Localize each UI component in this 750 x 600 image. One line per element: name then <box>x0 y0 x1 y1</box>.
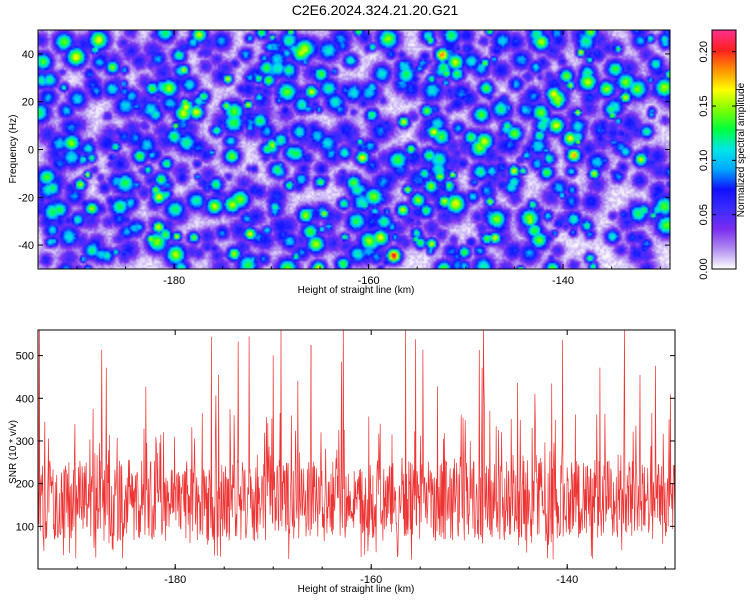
heatmap-axes: -180 -160 -140 -40 -20 0 20 40 <box>18 30 670 287</box>
snr-line-segment <box>583 330 675 559</box>
heatmap-ytick-label: 0 <box>28 145 34 157</box>
snr-xlabel: Height of straight line (km) <box>298 584 415 595</box>
heatmap-xtick-label: -180 <box>163 275 185 287</box>
snr-panel: -180 -160 -140 100 200 300 400 500 Height of st… <box>8 329 676 595</box>
heatmap-ytick-label: 40 <box>22 49 34 61</box>
heatmap-xtick-label: -140 <box>552 275 574 287</box>
colorbar-tick-label: 0.20 <box>698 41 710 62</box>
heatmap-ytick-label: -20 <box>18 192 34 204</box>
figure-title: C2E6.2024.324.21.20.G21 <box>291 2 459 18</box>
snr-series <box>38 330 675 560</box>
snr-ytick-label: 300 <box>16 436 34 448</box>
snr-line-segment <box>128 336 221 556</box>
heatmap-panel: -180 -160 -140 -40 -20 0 20 40 Height of straig… <box>8 29 671 296</box>
snr-ylabel: SNR (10 * v/v) <box>8 420 19 484</box>
heatmap-ylabel: Frequency (Hz) <box>8 115 19 184</box>
colorbar-tick-label: 0.00 <box>698 258 710 279</box>
heatmap-xtick-label: -160 <box>358 275 380 287</box>
colorbar-tick-label: 0.15 <box>698 95 710 116</box>
snr-ytick-label: 400 <box>16 393 34 405</box>
colorbar-frame <box>711 29 737 270</box>
snr-xtick-label: -160 <box>360 574 382 586</box>
snr-frame <box>37 329 676 570</box>
colorbar-gradient <box>712 30 736 269</box>
heatmap-image <box>38 30 670 269</box>
snr-line-segment <box>492 339 585 560</box>
snr-ytick-label: 200 <box>16 479 34 491</box>
colorbar-tick-label: 0.05 <box>698 204 710 225</box>
snr-line-segment <box>401 330 494 560</box>
colorbar-tick-label: 0.10 <box>698 150 710 171</box>
snr-xtick-label: -180 <box>164 574 186 586</box>
snr-ytick-label: 100 <box>16 521 34 533</box>
colorbar: 0.00 0.05 0.10 0.15 0.20 Normalized spectral… <box>698 29 747 280</box>
snr-line-segment <box>38 330 130 559</box>
snr-line-segment <box>310 330 403 558</box>
heatmap-ytick-label: 20 <box>22 97 34 109</box>
snr-ytick-label: 500 <box>16 351 34 363</box>
snr-xtick-label: -140 <box>556 574 578 586</box>
snr-line-segment <box>219 330 312 559</box>
colorbar-label: Normalized spectral amplitude <box>736 82 747 217</box>
colorbar-ticks: 0.00 0.05 0.10 0.15 0.20 <box>698 41 736 280</box>
heatmap-xlabel: Height of straight line (km) <box>298 285 415 296</box>
heatmap-ytick-label: -40 <box>18 240 34 252</box>
snr-axes: -180 -160 -140 100 200 300 400 500 <box>16 330 675 586</box>
